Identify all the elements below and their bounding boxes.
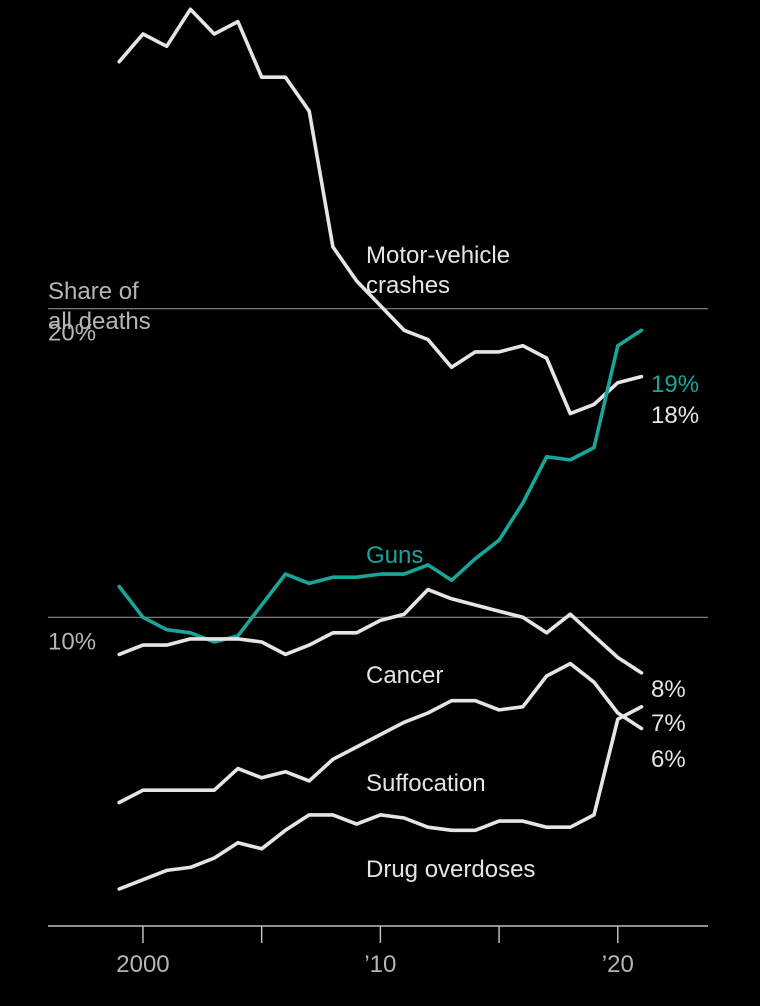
series-line-cancer <box>117 587 644 675</box>
end-label-cancer: 8% <box>651 676 686 703</box>
end-label-motor-vehicle-crashes: 18% <box>651 402 699 429</box>
x-axis: 2000 ’10 ’20 <box>48 925 708 978</box>
gridlines: 10% 20% <box>48 308 708 655</box>
x-tick-label: 2000 <box>116 951 169 978</box>
series-label-cancer: Cancer <box>366 662 443 689</box>
end-labels: 18% 19% 8% 6% 7% <box>651 371 699 773</box>
series-line-drug-overdoses <box>117 704 644 891</box>
x-tick-label: ’20 <box>602 951 634 978</box>
series-label-suffocation: Suffocation <box>366 770 486 797</box>
end-label-drug-overdoses: 7% <box>651 710 686 737</box>
x-tick-label: ’10 <box>364 951 396 978</box>
series-label-motor-vehicle-crashes: Motor-vehicle <box>366 242 510 269</box>
y-tick-label: 10% <box>48 628 96 655</box>
series-lines <box>117 7 644 891</box>
end-label-guns: 19% <box>651 371 699 398</box>
end-label-suffocation: 6% <box>651 746 686 773</box>
y-axis-title-line: all deaths <box>48 308 151 335</box>
y-axis-title: Share of all deaths <box>48 278 151 335</box>
y-axis-title-line: Share of <box>48 278 139 305</box>
series-label-guns: Guns <box>366 542 423 569</box>
series-label-drug-overdoses: Drug overdoses <box>366 856 535 883</box>
y-tick-label: 20% <box>48 320 96 347</box>
series-line-motor-vehicle-crashes <box>117 7 644 416</box>
series-labels: Motor-vehicle crashes Guns Cancer Suffocatio… <box>366 242 535 883</box>
series-label-motor-vehicle-crashes: crashes <box>366 272 450 299</box>
series-line-suffocation <box>117 661 644 805</box>
